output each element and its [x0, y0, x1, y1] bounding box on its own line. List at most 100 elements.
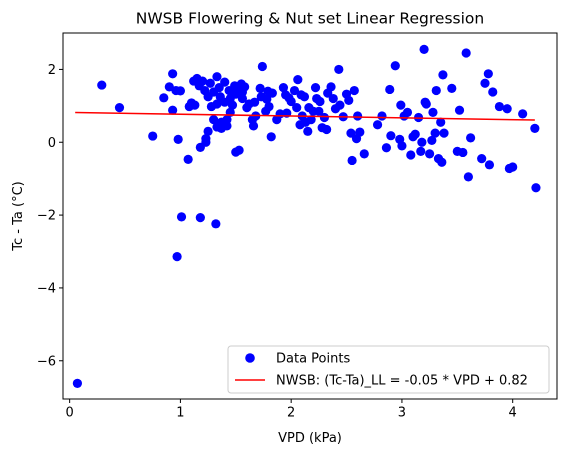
- data-point: [508, 162, 518, 172]
- plot-frame: [62, 32, 558, 400]
- x-tick-label: 3: [398, 406, 406, 421]
- y-axis-label: Tc - Ta (°C): [11, 181, 26, 251]
- data-point: [257, 61, 267, 72]
- data-point: [483, 69, 493, 79]
- data-point: [222, 121, 232, 131]
- data-point: [292, 103, 302, 113]
- data-point: [278, 83, 289, 93]
- data-point: [416, 146, 426, 156]
- data-point: [334, 64, 344, 75]
- data-point: [240, 82, 250, 92]
- data-point: [531, 183, 541, 193]
- data-point: [203, 126, 213, 136]
- x-axis-ticks: 0 1 2 3 4: [66, 399, 517, 421]
- data-point: [227, 100, 238, 110]
- x-tick-label: 0: [66, 406, 74, 421]
- data-point: [262, 94, 272, 104]
- data-point: [439, 128, 449, 138]
- data-point: [461, 48, 471, 58]
- data-point: [293, 75, 303, 85]
- data-point: [175, 86, 186, 96]
- data-point: [306, 115, 316, 125]
- data-point: [212, 99, 222, 109]
- data-point: [335, 100, 345, 110]
- data-point: [431, 85, 441, 96]
- data-point: [347, 155, 357, 166]
- x-tick-label: 1: [176, 406, 184, 421]
- data-point: [237, 93, 248, 104]
- y-tick-label: 0: [48, 136, 56, 151]
- data-point: [168, 69, 178, 79]
- y-tick-label: −2: [37, 209, 56, 224]
- data-point: [349, 85, 359, 96]
- legend-marker-points: [245, 353, 255, 363]
- regression-line-layer: [75, 111, 535, 121]
- plot-area: [62, 32, 558, 400]
- data-point: [372, 120, 383, 130]
- data-point: [289, 85, 300, 96]
- data-point: [463, 172, 473, 182]
- data-point: [417, 137, 427, 147]
- y-tick-label: 2: [48, 63, 56, 78]
- data-point: [458, 147, 468, 158]
- data-point: [477, 154, 487, 164]
- legend: Data Points NWSB: (Tc-Ta)_LL = -0.05 * V…: [227, 345, 550, 394]
- legend-box: [227, 345, 550, 394]
- x-tick-label: 4: [509, 406, 517, 421]
- data-point: [421, 99, 431, 109]
- data-point: [314, 106, 324, 116]
- data-point: [437, 157, 447, 167]
- data-point: [428, 107, 438, 117]
- data-point: [502, 104, 512, 114]
- y-tick-label: −6: [37, 354, 56, 369]
- data-point: [518, 109, 528, 119]
- data-point: [494, 101, 504, 112]
- data-point: [173, 134, 183, 144]
- data-point: [234, 145, 244, 155]
- data-point: [344, 95, 354, 105]
- data-point: [97, 80, 107, 90]
- y-axis-ticks: −6 −4 −2 0 2: [37, 63, 63, 369]
- data-point: [530, 123, 540, 134]
- data-point: [322, 124, 332, 135]
- data-point: [328, 93, 338, 104]
- data-point: [355, 127, 365, 137]
- data-point: [480, 78, 490, 88]
- data-point: [255, 83, 265, 93]
- data-point: [385, 84, 395, 95]
- data-point: [209, 115, 219, 125]
- legend-label-line: NWSB: (Tc-Ta)_LL = -0.05 * VPD + 0.82: [276, 374, 528, 389]
- data-point: [436, 117, 446, 127]
- data-point: [454, 105, 465, 115]
- data-point: [425, 149, 435, 159]
- data-point: [72, 378, 82, 388]
- data-point: [326, 82, 336, 92]
- data-point: [190, 100, 200, 110]
- data-point: [386, 131, 396, 141]
- data-point: [250, 97, 260, 107]
- plot-background: [63, 33, 557, 399]
- data-point: [430, 128, 440, 138]
- data-point: [390, 61, 400, 71]
- data-point: [267, 88, 277, 98]
- data-point: [315, 96, 325, 107]
- data-point: [484, 160, 495, 170]
- data-point: [310, 83, 321, 93]
- data-point: [319, 112, 329, 123]
- data-point: [248, 121, 259, 131]
- data-point: [205, 78, 215, 88]
- data-point: [427, 135, 437, 146]
- data-point: [396, 100, 406, 110]
- data-point: [220, 77, 230, 87]
- data-point: [438, 70, 448, 80]
- data-point: [299, 92, 310, 102]
- data-point: [447, 83, 457, 93]
- data-point: [201, 134, 211, 144]
- data-point: [197, 76, 208, 86]
- data-point: [381, 143, 392, 153]
- data-point: [410, 129, 420, 139]
- data-point: [419, 44, 429, 54]
- data-point: [114, 103, 125, 113]
- y-tick-label: −4: [37, 281, 56, 296]
